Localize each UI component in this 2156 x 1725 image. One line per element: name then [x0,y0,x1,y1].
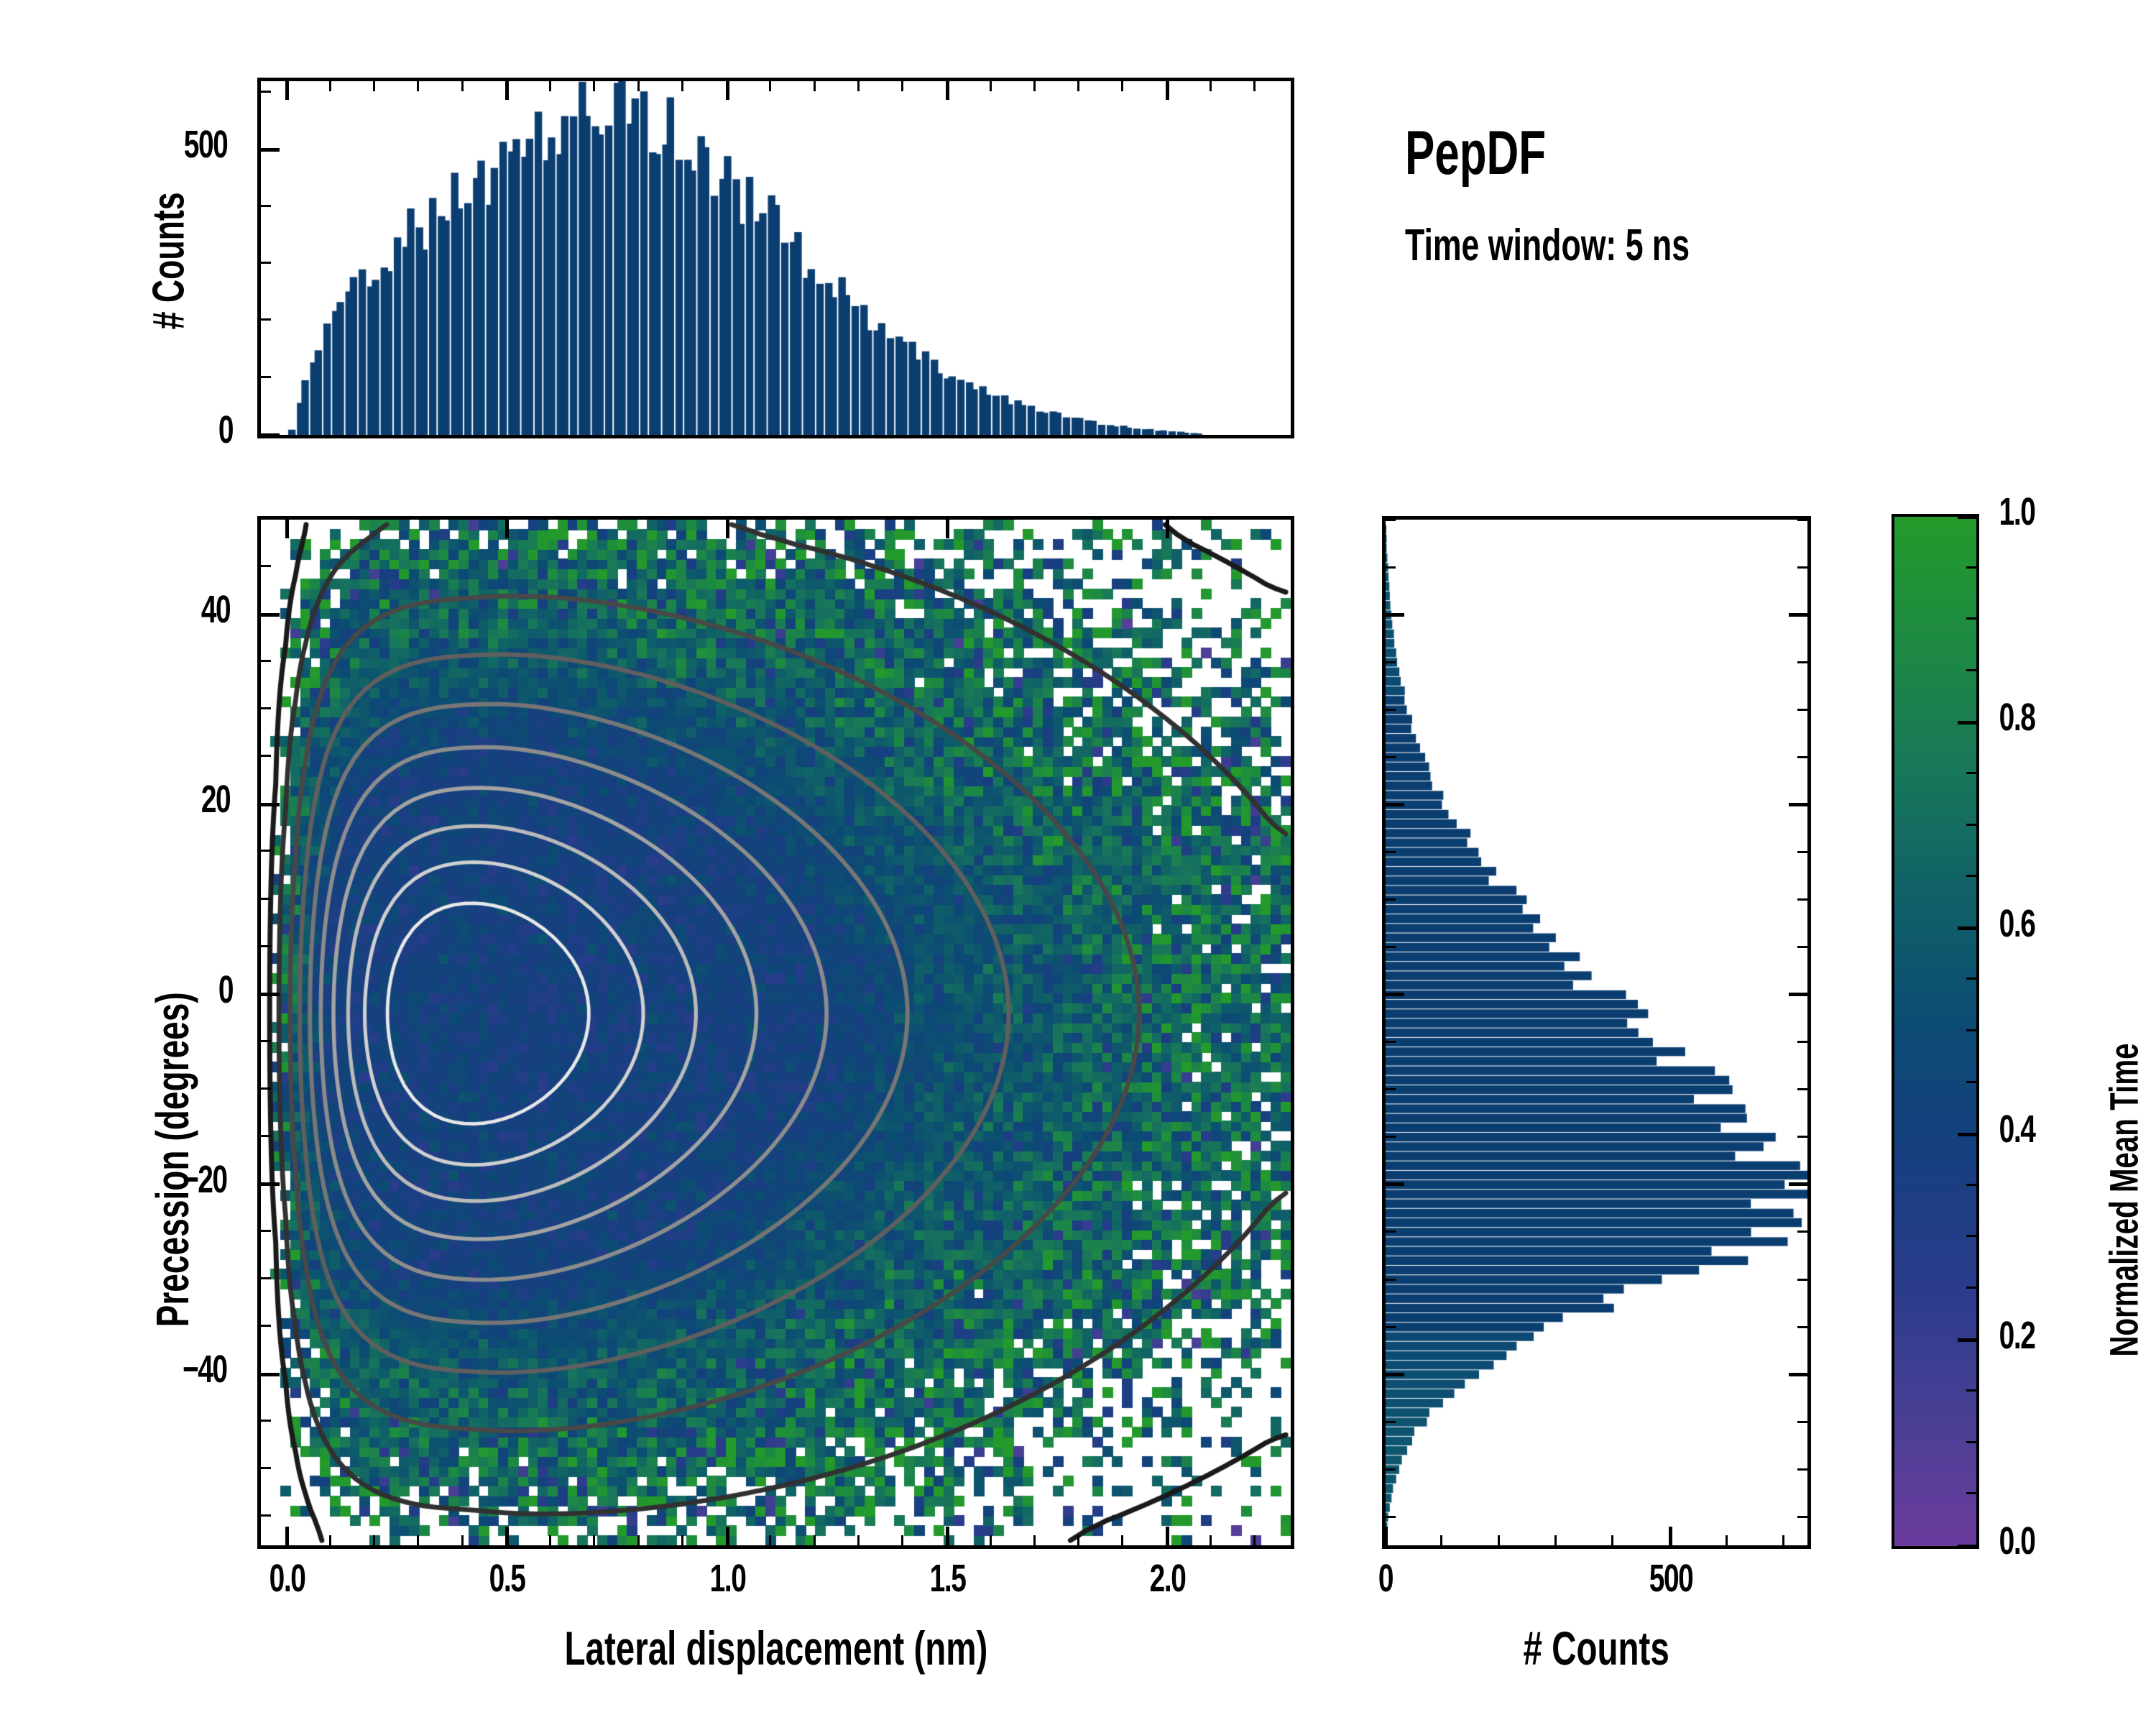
main-x-tick-label: 0.5 [450,1559,565,1598]
main-y-tick-label-text: 0 [218,967,234,1011]
colorbar-tick-label-text: 1.0 [1999,490,2036,533]
main-x-tick-label: 2.0 [1110,1559,1225,1598]
right-hist-x-tick-label-text: 500 [1649,1557,1693,1600]
figure-title: PepDF [1405,119,1547,188]
contour-overlay-canvas [261,520,1291,1545]
right-histogram-canvas [1386,520,1807,1545]
top-hist-plot-area [261,81,1291,435]
top-hist-y-tick-label-text: 0 [218,408,234,451]
right-hist-x-tick-label: 500 [1606,1559,1736,1598]
main-x-tick-label: 1.0 [670,1559,785,1598]
main-y-axis-label: Precession (degrees) [147,992,198,1328]
top-histogram-canvas [261,81,1291,435]
colorbar-tick-label-text: 0.4 [1999,1108,2036,1151]
main-x-tick-label-text: 0.0 [269,1557,306,1600]
main-x-tick-label-text: 1.5 [929,1557,966,1600]
main-x-tick-label: 1.5 [890,1559,1005,1598]
right-hist-x-axis-label: # Counts [1523,1622,1670,1675]
top-hist-y-tick-label: 0 [92,410,236,449]
top-marginal-histogram-panel [257,78,1294,438]
right-hist-x-tick-label: 0 [1321,1559,1450,1598]
colorbar-label: Normalized Mean Time [2101,1043,2147,1357]
top-hist-y-axis-label: # Counts [144,192,194,330]
colorbar-tick-label-text: 0.2 [1999,1313,2036,1357]
figure-subtitle: Time window: 5 ns [1405,221,1690,270]
main-y-tick-label: 40 [92,590,236,629]
colorbar [1892,514,1979,1549]
right-marginal-histogram-panel [1382,516,1811,1549]
main-y-tick-label-text: 40 [201,588,231,632]
colorbar-tick-label: 1.0 [1992,492,2143,531]
right-hist-plot-area [1386,520,1807,1545]
main-x-tick-label-text: 1.0 [709,1557,746,1600]
colorbar-tick-label-text: 0.6 [1999,901,2036,945]
main-x-tick-label-text: 0.5 [489,1557,526,1600]
colorbar-tick-label: 0.0 [1992,1522,2143,1560]
right-hist-x-tick-label-text: 0 [1378,1557,1394,1600]
colorbar-tick-label-text: 0.8 [1999,696,2036,740]
main-x-axis-label: Lateral displacement (nm) [564,1622,987,1675]
main-heatmap-panel [257,516,1294,1549]
main-x-tick-label-text: 2.0 [1149,1557,1187,1600]
main-plot-area [261,520,1291,1545]
main-y-tick-label-text: 20 [201,778,231,822]
main-x-tick-label: 0.0 [230,1559,345,1598]
colorbar-tick-label-text: 0.0 [1999,1519,2036,1563]
colorbar-gradient-canvas [1894,517,1976,1546]
title-block: PepDF Time window: 5 ns [1405,122,1800,268]
